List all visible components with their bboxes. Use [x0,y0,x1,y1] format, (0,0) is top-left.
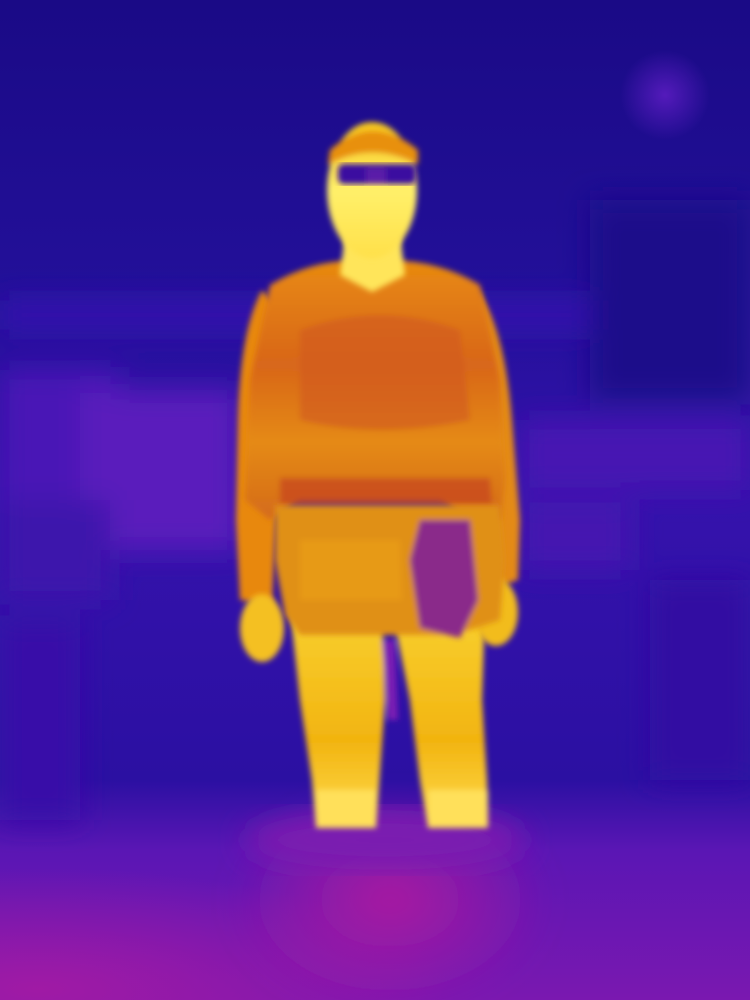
legs [290,610,488,828]
hips [275,505,505,638]
background-room [0,200,750,820]
head [327,122,418,258]
torso [245,260,505,520]
ceiling-light [620,50,710,140]
person [236,122,520,828]
glasses [338,164,416,184]
